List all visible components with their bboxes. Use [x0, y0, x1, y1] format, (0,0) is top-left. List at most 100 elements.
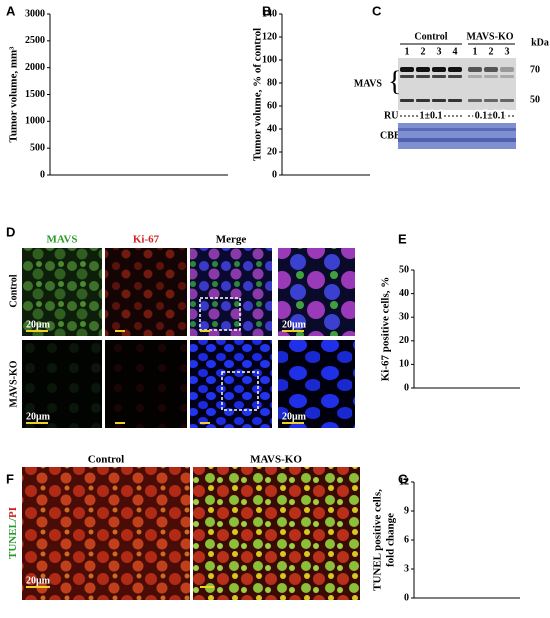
y-tick-label: 100 — [262, 54, 277, 65]
y-tick-label: 10 — [399, 359, 409, 370]
y-tick-label: 500 — [30, 142, 45, 153]
panel-label: F — [6, 471, 14, 486]
panel-label: E — [398, 231, 407, 246]
image — [193, 467, 360, 600]
lane-label: 2 — [421, 46, 426, 57]
bands — [400, 67, 514, 102]
lane-label: 3 — [437, 46, 442, 57]
ru-value: 1±0.1 — [420, 110, 443, 121]
band — [448, 99, 462, 102]
column-label: Ki-67 — [133, 234, 160, 246]
image — [190, 340, 272, 428]
image — [105, 248, 187, 336]
y-tick-label: 3 — [404, 563, 409, 574]
band — [484, 75, 498, 78]
band — [448, 67, 462, 72]
row-label: MAVS-KO — [8, 360, 19, 407]
y-tick-label: 0 — [272, 169, 277, 180]
y-tick-label: 9 — [404, 505, 409, 516]
y-tick-label: 0 — [404, 592, 409, 603]
band — [468, 75, 482, 78]
y-axis-label: fold change — [385, 513, 397, 567]
column-label: Merge — [216, 234, 247, 246]
stain-label: CBB — [380, 130, 401, 141]
column-label: MAVS — [47, 234, 78, 246]
protein-label: MAVS — [354, 78, 383, 89]
y-tick-label: 0 — [40, 169, 45, 180]
marker-label: 50 — [530, 94, 540, 105]
band — [484, 99, 498, 102]
lane-label: 2 — [489, 46, 494, 57]
y-axis-label: TUNEL positive cells, — [372, 489, 384, 591]
image — [22, 340, 102, 428]
lane-label: 4 — [453, 46, 458, 57]
band — [468, 99, 482, 102]
band — [432, 99, 446, 102]
band — [448, 75, 462, 78]
image — [105, 340, 187, 428]
y-tick-label: 40 — [267, 123, 277, 134]
band — [500, 99, 514, 102]
image-ylabel: TUNEL/PI — [7, 507, 19, 559]
cbb-stain — [398, 123, 516, 149]
band — [500, 75, 514, 78]
y-tick-label: 2500 — [25, 35, 45, 46]
y-tick-label: 20 — [267, 146, 277, 157]
column-label: MAVS-KO — [250, 454, 302, 466]
scale-bars — [26, 330, 304, 424]
group-label: MAVS-KO — [466, 31, 513, 42]
image — [22, 248, 102, 336]
image — [278, 248, 355, 336]
lane-label: 1 — [405, 46, 410, 57]
panel-label: A — [6, 3, 16, 18]
unit: kDa — [531, 37, 549, 48]
band — [500, 67, 514, 72]
scale-bar-label: 20μm — [26, 319, 51, 330]
panel-label: D — [6, 224, 15, 239]
lane-label: 3 — [505, 46, 510, 57]
panel-f: F Control MAVS-KO TUNEL/PI 20μm — [6, 454, 360, 600]
marker-label: 70 — [530, 64, 540, 75]
column-label: Control — [88, 454, 124, 466]
group-label: Control — [414, 31, 447, 42]
band — [416, 99, 430, 102]
y-tick-label: 140 — [262, 8, 277, 19]
y-tick-label: 12 — [399, 476, 409, 487]
scale-bar-label: 20μm — [282, 411, 307, 422]
image — [22, 467, 190, 600]
y-tick-label: 120 — [262, 31, 277, 42]
y-tick-label: 80 — [267, 77, 277, 88]
cbb-band — [398, 128, 516, 131]
y-tick-label: 40 — [399, 288, 409, 299]
scale-bar-label: 20μm — [26, 411, 51, 422]
ru-value: 0.1±0.1 — [475, 110, 506, 121]
band — [432, 67, 446, 72]
y-tick-label: 2000 — [25, 62, 45, 73]
cbb-band — [398, 138, 516, 142]
row-label: Control — [8, 274, 19, 307]
y-tick-label: 50 — [399, 264, 409, 275]
ru-label: RU — [384, 110, 398, 121]
lane-label: 1 — [473, 46, 478, 57]
image — [190, 248, 272, 336]
band — [468, 67, 482, 72]
band — [416, 75, 430, 78]
y-axis-label: Tumor volume, % of control — [252, 28, 264, 161]
blot — [398, 58, 516, 110]
y-tick-label: 20 — [399, 335, 409, 346]
y-tick-label: 30 — [399, 311, 409, 322]
scale-bar-label: 20μm — [282, 319, 307, 330]
zoom-box — [199, 297, 241, 331]
band — [416, 67, 430, 72]
band — [400, 75, 414, 78]
y-tick-label: 0 — [404, 382, 409, 393]
brace: { — [388, 66, 401, 97]
y-axis-label: Tumor volume, mm³ — [8, 46, 20, 143]
band — [484, 67, 498, 72]
scale-bar-label: 20μm — [26, 575, 51, 586]
image — [278, 340, 355, 428]
y-tick-label: 1500 — [25, 89, 45, 100]
y-tick-label: 60 — [267, 100, 277, 111]
